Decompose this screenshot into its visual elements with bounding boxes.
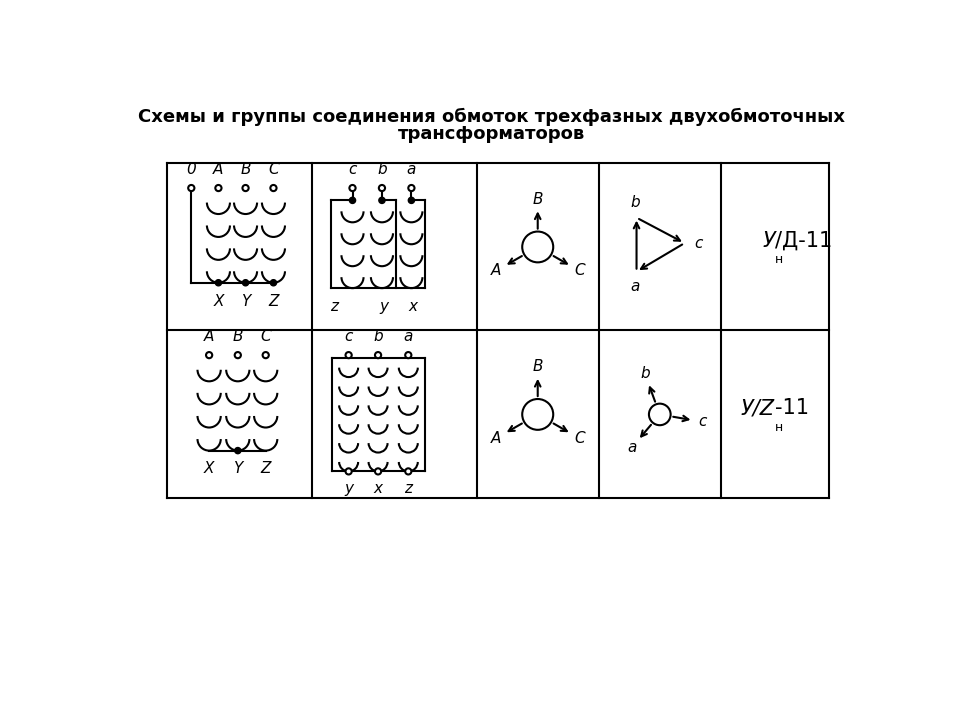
Text: Z: Z bbox=[268, 294, 278, 309]
Text: C: C bbox=[574, 264, 585, 279]
Circle shape bbox=[408, 197, 415, 204]
Text: A: A bbox=[491, 431, 501, 446]
Text: 0: 0 bbox=[186, 162, 196, 177]
Circle shape bbox=[346, 468, 351, 474]
Text: B: B bbox=[533, 192, 543, 207]
Text: a: a bbox=[627, 440, 636, 455]
Text: y: y bbox=[379, 299, 388, 314]
Text: C: C bbox=[574, 431, 585, 446]
Text: a: a bbox=[631, 279, 639, 294]
Text: Схемы и группы соединения обмоток трехфазных двухобмоточных: Схемы и группы соединения обмоток трехфа… bbox=[138, 108, 846, 126]
Text: X: X bbox=[213, 294, 224, 309]
Text: A: A bbox=[213, 162, 224, 177]
Circle shape bbox=[379, 197, 385, 204]
Circle shape bbox=[375, 352, 381, 359]
Text: z: z bbox=[330, 299, 338, 314]
Text: A: A bbox=[491, 264, 501, 279]
Text: /Д-11: /Д-11 bbox=[775, 231, 832, 251]
Text: C: C bbox=[268, 162, 278, 177]
Text: z: z bbox=[404, 481, 412, 495]
Text: C: C bbox=[260, 329, 271, 344]
Text: a: a bbox=[403, 329, 413, 344]
Circle shape bbox=[271, 185, 276, 191]
Text: B: B bbox=[232, 329, 243, 344]
Text: b: b bbox=[630, 195, 639, 210]
Text: трансформаторов: трансформаторов bbox=[398, 125, 586, 143]
Circle shape bbox=[405, 352, 412, 359]
Circle shape bbox=[271, 279, 276, 286]
Text: Y: Y bbox=[241, 294, 251, 309]
Text: B: B bbox=[533, 359, 543, 374]
Circle shape bbox=[522, 399, 553, 430]
Text: b: b bbox=[373, 329, 383, 344]
Circle shape bbox=[349, 197, 355, 204]
Circle shape bbox=[379, 185, 385, 191]
Text: y: y bbox=[344, 481, 353, 495]
Circle shape bbox=[243, 279, 249, 286]
Text: c: c bbox=[348, 162, 357, 177]
Text: X: X bbox=[204, 462, 214, 477]
Text: c: c bbox=[345, 329, 353, 344]
Circle shape bbox=[375, 468, 381, 474]
Circle shape bbox=[234, 448, 241, 454]
Circle shape bbox=[346, 352, 351, 359]
Text: x: x bbox=[408, 299, 418, 314]
Text: a: a bbox=[407, 162, 416, 177]
Text: У/Z: У/Z bbox=[741, 398, 775, 418]
Text: н: н bbox=[775, 420, 783, 433]
Text: A: A bbox=[204, 329, 214, 344]
Circle shape bbox=[349, 185, 355, 191]
Text: c: c bbox=[698, 415, 707, 429]
Circle shape bbox=[408, 185, 415, 191]
Circle shape bbox=[649, 404, 671, 426]
Circle shape bbox=[215, 185, 222, 191]
Text: c: c bbox=[694, 235, 703, 251]
Circle shape bbox=[215, 279, 222, 286]
Text: b: b bbox=[640, 366, 650, 382]
Text: У: У bbox=[762, 231, 775, 251]
Circle shape bbox=[206, 352, 212, 359]
Text: B: B bbox=[240, 162, 251, 177]
Circle shape bbox=[522, 232, 553, 262]
Text: Z: Z bbox=[260, 462, 271, 477]
Circle shape bbox=[188, 185, 194, 191]
Text: -11: -11 bbox=[775, 398, 809, 418]
Text: x: x bbox=[373, 481, 383, 495]
Text: Y: Y bbox=[233, 462, 243, 477]
Circle shape bbox=[263, 352, 269, 359]
Circle shape bbox=[405, 468, 412, 474]
Circle shape bbox=[234, 352, 241, 359]
Text: н: н bbox=[775, 253, 783, 266]
Text: b: b bbox=[377, 162, 387, 177]
Circle shape bbox=[243, 185, 249, 191]
